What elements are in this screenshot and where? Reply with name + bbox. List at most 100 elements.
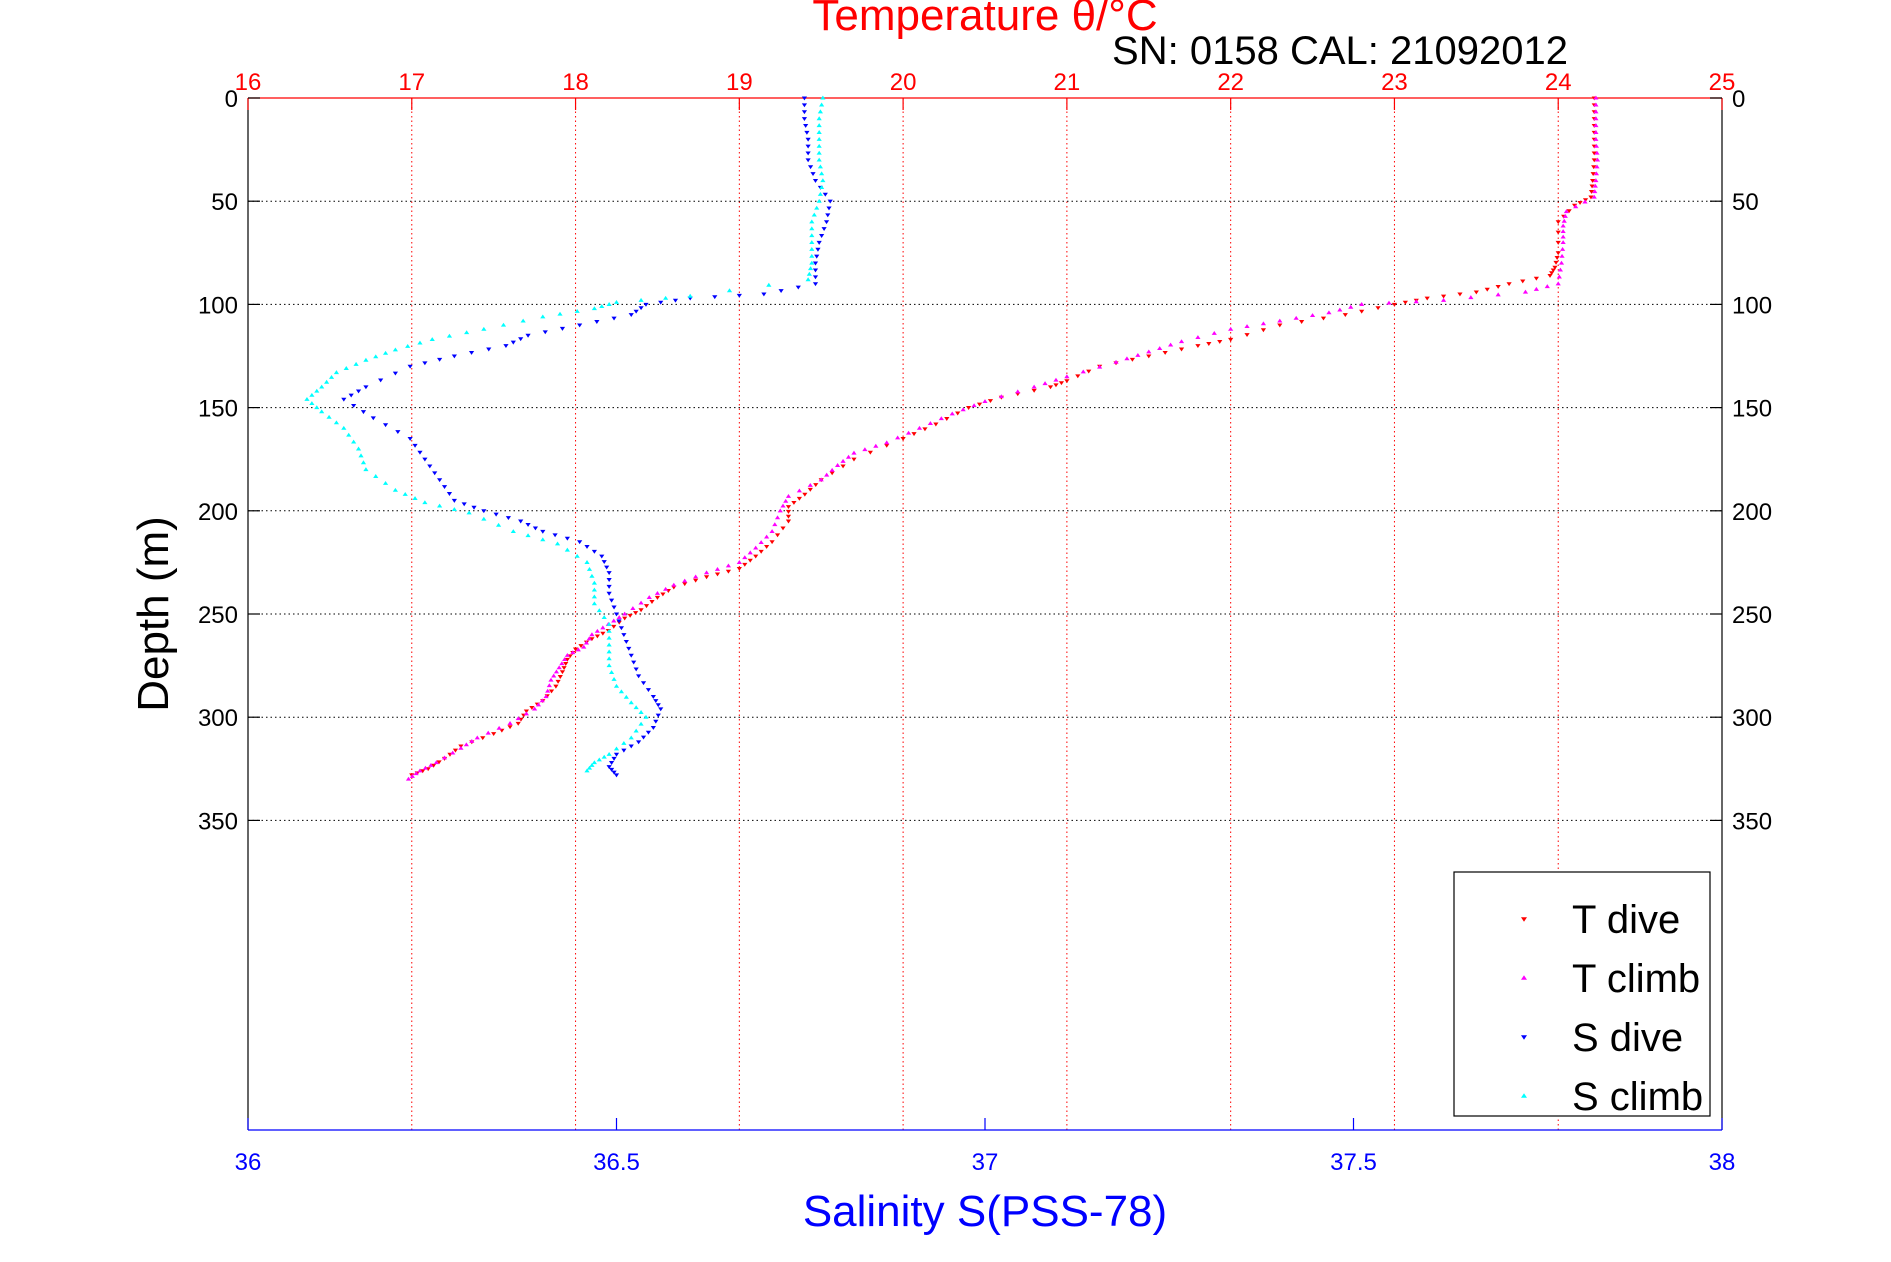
legend-marker xyxy=(1521,1093,1527,1098)
data-point xyxy=(804,130,810,135)
data-point xyxy=(813,483,819,487)
data-point xyxy=(584,560,590,564)
data-point xyxy=(559,670,566,675)
data-point xyxy=(451,354,457,359)
data-point xyxy=(982,399,988,403)
data-point xyxy=(1064,374,1070,379)
data-point xyxy=(1561,218,1567,223)
data-point xyxy=(392,371,398,376)
data-point xyxy=(596,757,602,762)
salinity-ticks: 36 36.5 37 37.5 38 xyxy=(235,1118,1735,1176)
data-point xyxy=(960,407,966,412)
depth-tick-label-right: 100 xyxy=(1732,292,1772,319)
data-point xyxy=(638,721,644,726)
data-point xyxy=(500,322,507,327)
data-point xyxy=(1211,330,1217,335)
data-point xyxy=(1260,321,1267,326)
data-point xyxy=(600,625,606,630)
depth-tick-label-right: 50 xyxy=(1732,189,1759,216)
data-point xyxy=(409,774,415,778)
data-point xyxy=(693,574,699,579)
data-point xyxy=(817,109,824,114)
data-point xyxy=(805,144,811,149)
data-point xyxy=(1560,223,1566,228)
data-point xyxy=(976,402,983,407)
data-point xyxy=(429,337,435,342)
data-point xyxy=(1206,342,1212,346)
data-point xyxy=(591,587,597,592)
data-point xyxy=(469,738,475,743)
data-point xyxy=(535,702,542,707)
data-point xyxy=(557,311,563,316)
data-point xyxy=(613,773,620,778)
data-point xyxy=(446,492,453,496)
data-point xyxy=(358,453,364,458)
data-point xyxy=(1566,209,1572,214)
data-point xyxy=(542,330,548,335)
legend-label: S dive xyxy=(1572,1016,1683,1060)
data-point xyxy=(714,566,721,571)
data-point xyxy=(1555,281,1561,286)
data-point xyxy=(622,616,628,621)
legend: T dive T climb S dive S climb xyxy=(1453,871,1711,1119)
data-point xyxy=(769,529,775,533)
data-point xyxy=(916,425,923,430)
data-point xyxy=(618,626,625,631)
data-point xyxy=(441,485,448,490)
data-point xyxy=(726,288,733,293)
data-point xyxy=(851,450,857,455)
data-point xyxy=(606,635,612,640)
data-point xyxy=(505,516,512,521)
data-point xyxy=(557,675,563,679)
data-point xyxy=(1560,229,1566,234)
data-point xyxy=(851,457,857,462)
data-point xyxy=(446,333,453,338)
data-point xyxy=(816,150,822,155)
data-point xyxy=(1146,349,1152,354)
data-point xyxy=(821,227,827,232)
data-point xyxy=(643,302,649,307)
data-point xyxy=(809,247,815,251)
data-point xyxy=(608,767,615,772)
data-point xyxy=(611,756,617,761)
data-point xyxy=(441,755,448,760)
data-point xyxy=(518,337,524,342)
depth-tick-label-left: 250 xyxy=(198,602,238,629)
data-point xyxy=(608,670,615,675)
data-point xyxy=(363,385,369,390)
data-point xyxy=(601,560,607,565)
data-point xyxy=(1468,295,1474,300)
data-point xyxy=(1042,381,1048,386)
temperature-tick-label: 25 xyxy=(1709,69,1736,96)
legend-label: T dive xyxy=(1572,898,1680,942)
data-point xyxy=(654,591,661,595)
data-point xyxy=(623,694,629,699)
data-point xyxy=(742,562,748,567)
data-point xyxy=(596,608,602,613)
data-point xyxy=(405,776,412,781)
data-point xyxy=(633,611,639,615)
data-point xyxy=(1326,310,1332,315)
data-point xyxy=(796,496,802,501)
data-point xyxy=(1457,292,1463,297)
data-point xyxy=(606,765,612,770)
depth-tick-label-right: 350 xyxy=(1732,808,1772,835)
data-point xyxy=(1015,389,1021,394)
data-point xyxy=(466,510,472,515)
data-point xyxy=(570,650,576,655)
data-point xyxy=(564,547,570,552)
data-point xyxy=(422,361,428,366)
data-point xyxy=(829,467,835,472)
data-point xyxy=(812,179,819,183)
data-point xyxy=(563,661,569,666)
data-point xyxy=(785,509,792,514)
data-point xyxy=(628,744,634,749)
data-point xyxy=(584,768,590,773)
temperature-tick-label: 17 xyxy=(398,69,425,96)
data-point xyxy=(769,540,775,545)
data-point xyxy=(1550,268,1556,273)
data-point xyxy=(783,498,789,503)
data-point xyxy=(1593,130,1599,134)
data-point xyxy=(481,516,487,521)
data-point xyxy=(682,578,688,583)
